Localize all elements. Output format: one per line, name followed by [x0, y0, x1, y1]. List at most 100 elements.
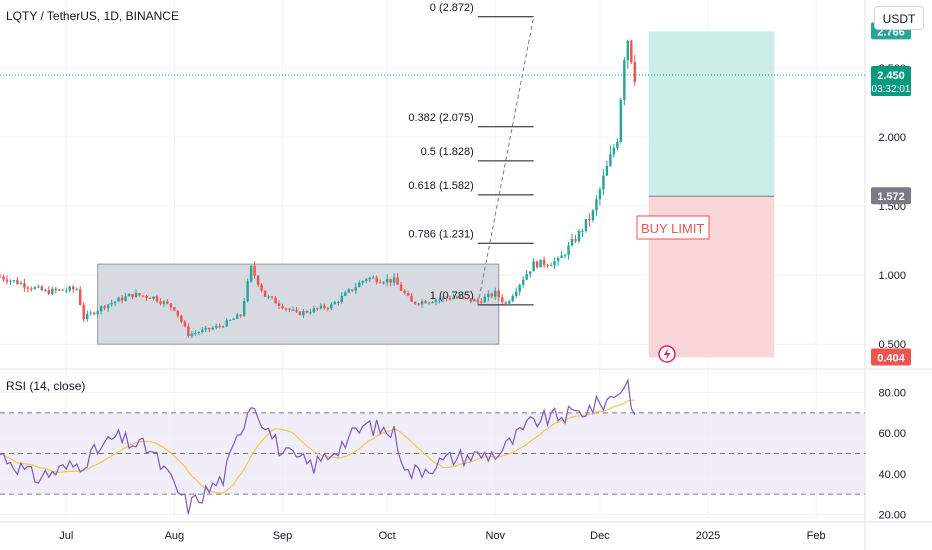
candle-body	[553, 261, 556, 266]
current-price-badge-text: 2.450	[877, 70, 905, 82]
price-axis-label: 2.000	[878, 132, 906, 144]
candle-body	[347, 289, 351, 293]
candle-body	[459, 296, 462, 298]
lightning-alert-icon[interactable]	[658, 345, 676, 363]
candle-body	[570, 238, 574, 246]
candle-body	[598, 189, 602, 200]
candle-body	[256, 275, 260, 285]
candle-body	[619, 99, 623, 142]
candle-body	[626, 40, 630, 61]
candle-body	[9, 280, 12, 282]
candle-body	[319, 305, 323, 309]
candle-body	[375, 277, 378, 283]
candle-body	[389, 278, 392, 283]
candle-body	[518, 284, 521, 292]
candle-body	[162, 301, 166, 304]
candle-body	[239, 314, 242, 316]
price-axis-label: 0.500	[878, 339, 906, 351]
candle-body	[58, 289, 61, 291]
candle-body	[281, 305, 284, 309]
candle-body	[284, 308, 288, 310]
candle-body	[295, 309, 298, 312]
candle-body	[183, 321, 187, 327]
time-axis-label: Sep	[273, 530, 293, 542]
candle-body	[494, 290, 497, 297]
candle-body	[399, 284, 403, 291]
candle-body	[37, 286, 40, 288]
candle-body	[218, 326, 221, 328]
time-axis-label: Nov	[486, 530, 506, 542]
candle-body	[274, 297, 277, 304]
candle-body	[612, 147, 616, 155]
candle-body	[539, 259, 542, 268]
candle-body	[141, 295, 145, 297]
fib-level-label: 0.382 (2.075)	[408, 112, 473, 124]
candle-body	[61, 289, 65, 291]
candle-body	[169, 303, 173, 308]
candle-body	[514, 291, 518, 297]
candle-body	[19, 283, 23, 285]
candle-body	[595, 199, 598, 211]
candle-body	[302, 311, 305, 316]
candle-body	[197, 332, 201, 334]
candles	[0, 39, 637, 338]
fib-level-label: 0.786 (1.231)	[408, 228, 473, 240]
candle-body	[577, 231, 581, 242]
candle-body	[309, 312, 312, 314]
candle-body	[222, 326, 225, 328]
rsi-title: RSI (14, close)	[6, 379, 86, 393]
candle-body	[368, 277, 371, 280]
current-price-badge	[871, 66, 911, 97]
candle-body	[361, 280, 364, 283]
candle-body	[497, 290, 500, 298]
candle-body	[16, 280, 19, 285]
candle-body	[560, 255, 563, 258]
candle-body	[99, 306, 103, 312]
candle-body	[47, 290, 51, 294]
currency-button[interactable]: USDT	[874, 6, 924, 30]
candle-body	[148, 297, 152, 299]
time-axis-label: Dec	[590, 530, 610, 542]
candle-body	[501, 297, 504, 303]
candle-body	[434, 300, 438, 303]
candle-body	[511, 296, 514, 302]
time-axis-label: Aug	[165, 530, 185, 542]
candle-body	[23, 283, 26, 288]
candle-body	[344, 292, 347, 296]
candle-body	[567, 245, 570, 256]
price-axis-label: 1.000	[878, 270, 906, 282]
candle-body	[330, 304, 333, 309]
candle-body	[480, 301, 483, 303]
candle-body	[312, 308, 316, 313]
candle-body	[378, 282, 382, 284]
candle-body	[120, 297, 124, 301]
consolidation-range-box[interactable]	[97, 263, 500, 345]
candle-body	[166, 301, 169, 304]
candle-body	[371, 277, 375, 279]
candle-body	[354, 287, 357, 291]
candle-body	[535, 261, 539, 268]
candle-body	[452, 297, 455, 300]
candle-body	[96, 311, 99, 315]
candle-body	[54, 288, 58, 291]
buy-limit-label[interactable]: BUY LIMIT	[636, 215, 710, 240]
fibonacci-retracement[interactable]: 0 (2.872) 0.382 (2.075) 0.5 (1.828) 0.618 (…	[408, 2, 534, 306]
candle-body	[588, 219, 591, 221]
candle-body	[623, 60, 626, 100]
candle-body	[542, 259, 546, 266]
candle-body	[249, 265, 253, 282]
candle-body	[441, 297, 445, 300]
time-axis-label: Jul	[59, 530, 73, 542]
candle-body	[427, 302, 431, 304]
candle-body	[65, 290, 68, 292]
position-target-zone[interactable]	[648, 31, 775, 197]
candle-body	[106, 304, 110, 309]
candle-body	[455, 297, 459, 299]
candle-body	[602, 175, 605, 190]
candle-body	[337, 302, 340, 304]
candle-body	[92, 312, 96, 315]
candle-body	[563, 255, 567, 257]
candle-body	[462, 296, 466, 298]
